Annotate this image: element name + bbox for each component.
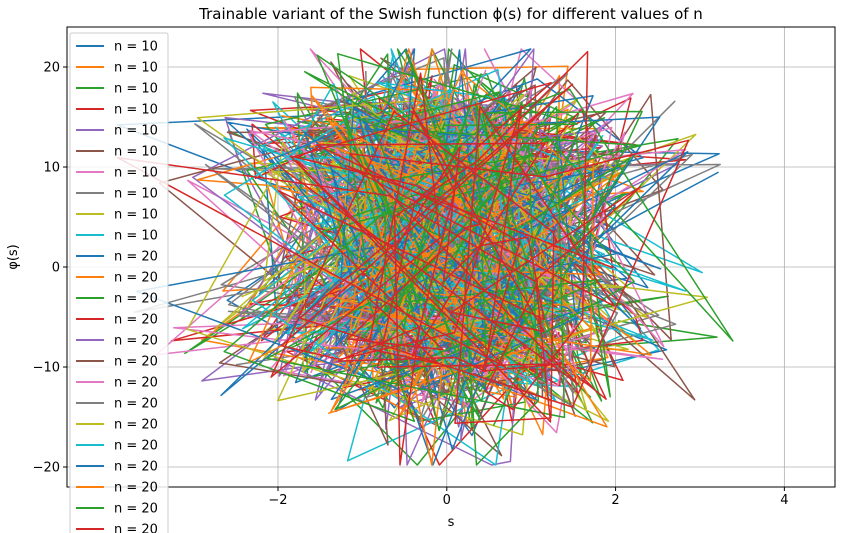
y-tick-label: 0 — [52, 261, 60, 276]
series-layer — [116, 48, 734, 466]
legend: n = 10 n = 10 n = 10 n = 10 n = 10 n = 10 n = … — [69, 32, 169, 533]
plot-frame — [66, 26, 836, 488]
legend-label: n = 10 — [114, 124, 158, 139]
legend-label: n = 20 — [114, 376, 158, 391]
legend-label: n = 10 — [114, 82, 158, 97]
legend-label: n = 20 — [114, 334, 158, 349]
legend-box — [69, 32, 169, 533]
legend-label: n = 10 — [114, 61, 158, 76]
legend-label: n = 20 — [114, 460, 158, 475]
y-tick-label: −10 — [33, 361, 60, 376]
x-tick-label: 4 — [780, 493, 788, 508]
legend-label: n = 10 — [114, 40, 158, 55]
legend-label: n = 20 — [114, 439, 158, 454]
legend-label: n = 10 — [114, 145, 158, 160]
chart-title: Trainable variant of the Swish function … — [198, 5, 703, 23]
legend-label: n = 20 — [114, 481, 158, 496]
y-tick-label: 20 — [43, 61, 60, 76]
x-tick-label: 2 — [611, 493, 619, 508]
y-axis-label: φ(s) — [6, 244, 21, 270]
series-line — [223, 49, 734, 466]
series-line — [116, 50, 690, 466]
legend-label: n = 10 — [114, 166, 158, 181]
legend-label: n = 10 — [114, 187, 158, 202]
x-tick-label: 0 — [443, 493, 451, 508]
x-tick-label: −2 — [268, 493, 287, 508]
legend-label: n = 10 — [114, 229, 158, 244]
legend-label: n = 20 — [114, 502, 158, 517]
x-axis-label: s — [448, 515, 455, 530]
legend-label: n = 20 — [114, 355, 158, 370]
legend-label: n = 10 — [114, 103, 158, 118]
legend-label: n = 20 — [114, 313, 158, 328]
legend-label: n = 20 — [114, 271, 158, 286]
legend-label: n = 20 — [114, 397, 158, 412]
legend-label: n = 10 — [114, 208, 158, 223]
legend-label: n = 20 — [114, 523, 158, 533]
legend-label: n = 20 — [114, 250, 158, 265]
legend-label: n = 20 — [114, 418, 158, 433]
y-tick-label: 10 — [43, 161, 60, 176]
y-tick-label: −20 — [33, 461, 60, 476]
legend-label: n = 20 — [114, 292, 158, 307]
